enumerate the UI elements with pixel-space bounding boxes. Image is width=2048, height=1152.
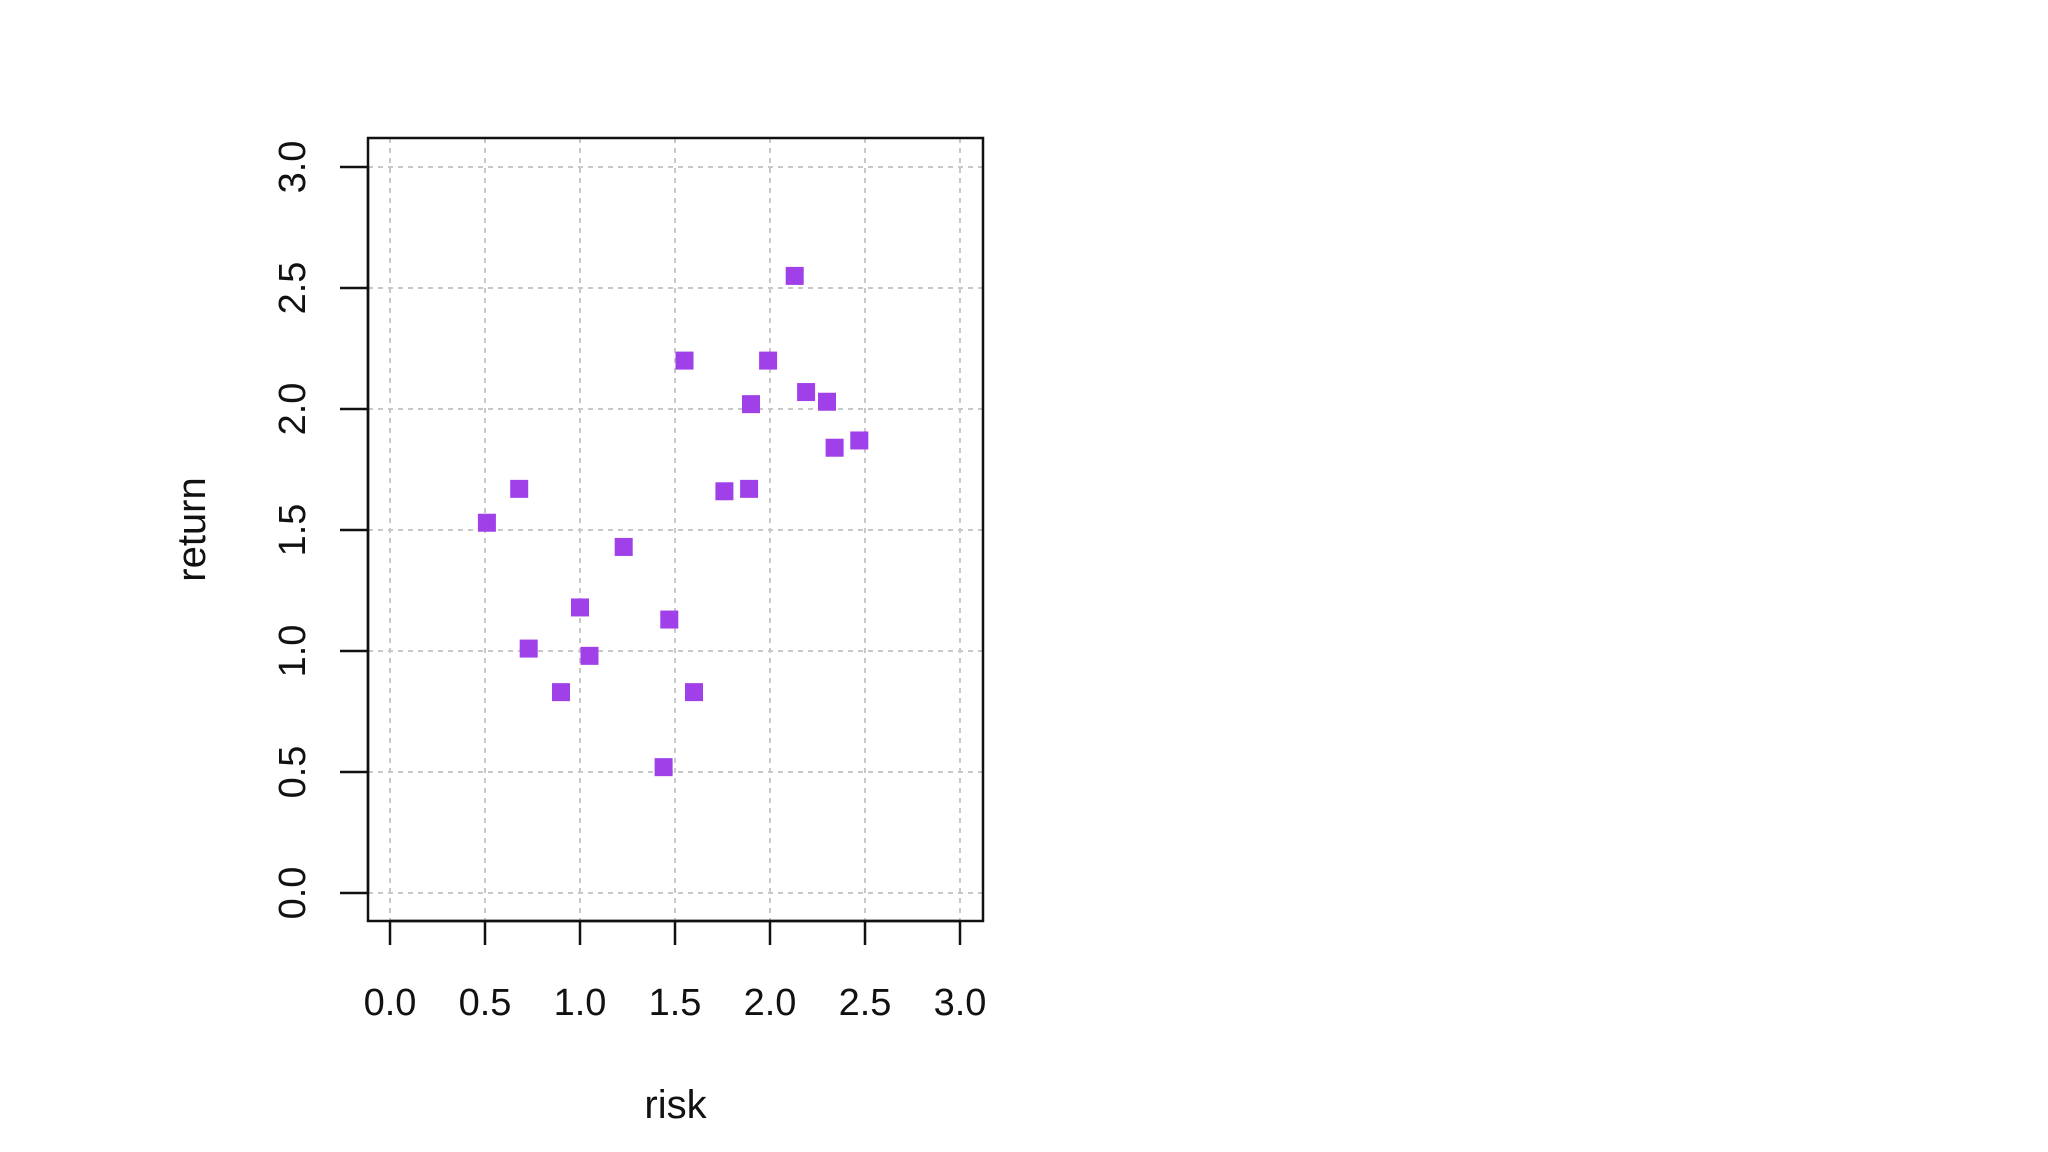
data-point: [510, 479, 529, 498]
x-axis-title: risk: [644, 1083, 707, 1127]
data-point: [571, 598, 589, 617]
x-axis: 0.0 0.5 1.0 1.5 2.0 2.5 3.0: [364, 919, 987, 1024]
data-point: [715, 482, 734, 501]
data-point: [580, 646, 599, 665]
y-tick-label: 0.0: [272, 867, 314, 920]
y-tick-label: 1.5: [272, 504, 314, 557]
y-tick-label: 0.5: [272, 746, 314, 799]
data-point: [552, 683, 570, 702]
data-point: [818, 392, 836, 411]
x-tick-label: 0.5: [459, 982, 512, 1024]
x-tick-label: 3.0: [934, 982, 987, 1024]
y-axis: 0.0 0.5 1.0 1.5 2.0 2.5 3.0: [272, 141, 370, 920]
data-point: [675, 351, 694, 370]
data-point: [685, 683, 703, 702]
data-point: [654, 758, 673, 777]
grid-lines: [368, 138, 983, 921]
x-tick-label: 2.5: [839, 982, 892, 1024]
y-tick-label: 2.5: [272, 262, 314, 315]
data-points: [477, 266, 869, 777]
y-tick-label: 1.0: [272, 625, 314, 678]
data-point: [477, 513, 496, 532]
y-axis-title: return: [170, 477, 214, 582]
y-tick-label: 3.0: [272, 141, 314, 194]
data-point: [785, 266, 804, 285]
plot-frame: [366, 136, 985, 923]
data-point: [660, 610, 679, 629]
x-tick-label: 1.5: [649, 982, 702, 1024]
data-point: [519, 639, 538, 658]
data-point: [850, 431, 869, 450]
x-tick-label: 0.0: [364, 982, 417, 1024]
data-point: [742, 395, 760, 414]
x-tick-label: 1.0: [554, 982, 607, 1024]
x-tick-label: 2.0: [744, 982, 797, 1024]
data-point: [759, 351, 778, 370]
data-point: [614, 537, 633, 556]
data-point: [740, 479, 759, 498]
y-tick-label: 2.0: [272, 383, 314, 436]
data-point: [797, 383, 816, 402]
data-point: [825, 438, 844, 457]
